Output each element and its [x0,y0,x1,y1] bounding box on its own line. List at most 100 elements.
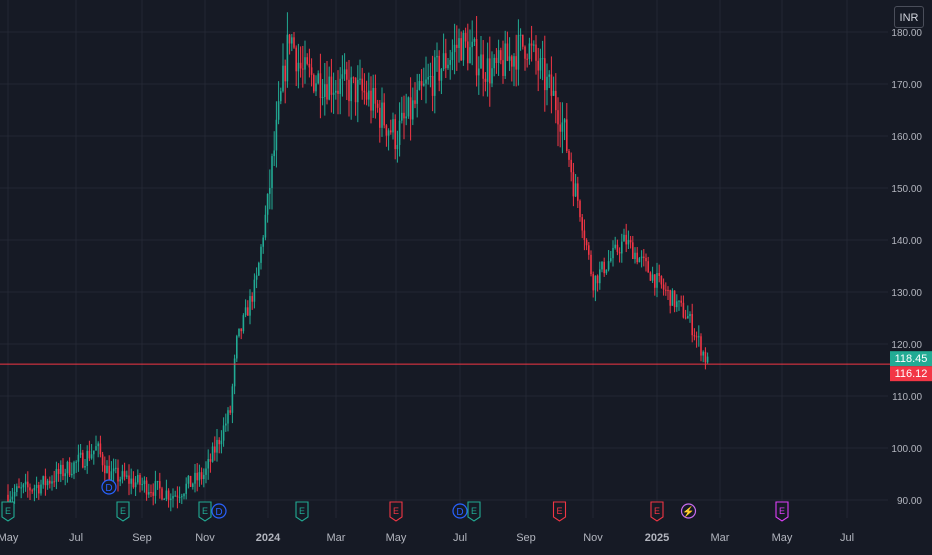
candle-body [95,446,97,451]
candle-body [108,465,110,482]
candle-body [150,492,152,494]
candle-body [486,58,489,82]
candle-body [632,242,634,260]
candle-body [198,472,201,481]
candle-body [508,56,511,61]
candle-body [27,481,29,488]
price-label: 118.45 [895,353,928,365]
candle-body [293,37,295,48]
earnings-marker-label: E [202,506,208,516]
candle-body [660,275,663,285]
candle-body [462,32,465,61]
candle-body [218,439,220,445]
dividend-marker [452,503,468,519]
candle-body [77,454,80,462]
candle-body [335,90,337,93]
candle-body [159,481,161,489]
candle-body [513,56,515,67]
candle-body [706,356,709,363]
split-marker [680,503,697,519]
currency-selector[interactable]: INR [894,6,924,28]
candle-body [453,44,456,53]
candle-body [541,58,544,60]
candle-body [240,328,242,332]
x-tick-label: Nov [195,532,215,544]
candle-body [161,488,163,500]
candle-body [533,44,535,46]
candle-body [570,159,572,173]
candle-body [643,256,645,258]
dividend-marker-label: D [105,483,112,494]
candle-body [467,41,469,64]
x-tick-label: May [772,532,793,544]
candle-body [354,77,357,103]
candle-body [379,107,381,128]
candle-body [370,90,372,111]
candle-body [130,478,132,484]
candle-body [229,410,231,413]
candle-body [7,494,9,504]
candle-body [502,60,504,76]
earnings-marker [467,501,481,522]
candle-body [418,81,421,90]
candle-body [97,443,99,447]
candle-body [524,46,526,59]
candle-body [273,150,275,157]
candle-body [44,476,47,486]
candle-body [73,462,75,474]
candle-body [614,244,616,248]
candle-body [667,290,669,292]
candle-body [332,92,335,95]
candle-body [156,481,159,483]
candle-body [530,43,533,46]
candle-body [594,275,597,291]
x-tick-label: Mar [327,532,346,544]
candle-body [343,69,346,75]
candle-body [627,240,630,245]
candle-body [249,296,251,316]
candle-body [566,119,568,151]
candle-body [687,316,689,319]
candle-body [18,486,20,488]
candle-body [385,125,388,136]
candle-body [339,78,341,94]
candle-body [269,187,271,194]
candle-body [528,43,531,60]
candle-body [522,34,524,47]
candle-body [222,425,225,441]
candle-body [258,262,260,276]
candle-body [387,130,390,136]
candle-body [482,54,484,79]
candle-body [610,258,612,262]
y-tick-label: 130.00 [891,288,922,299]
candle-body [416,89,418,104]
candle-body [581,217,583,231]
candle-body [634,252,636,260]
candle-body [458,38,460,48]
candle-body [579,200,581,218]
earnings-marker [1,501,15,522]
candle-body [139,474,141,485]
candle-body [654,274,656,288]
candle-body [31,490,33,492]
candle-body [238,328,240,337]
candle-body [29,487,31,491]
earnings-marker [650,501,664,522]
candle-body [277,101,280,120]
candle-body [572,172,575,197]
candle-body [449,60,451,65]
candle-body [484,78,487,82]
earnings-marker [295,501,309,522]
candle-body [317,73,319,84]
candle-body [328,76,330,100]
candle-body [253,279,256,302]
candle-body [216,439,218,453]
candle-body [401,112,403,121]
candle-body [163,498,165,500]
candle-body [396,144,399,150]
x-tick-label: May [386,532,407,544]
candle-body [607,261,610,270]
candle-body [82,452,84,468]
